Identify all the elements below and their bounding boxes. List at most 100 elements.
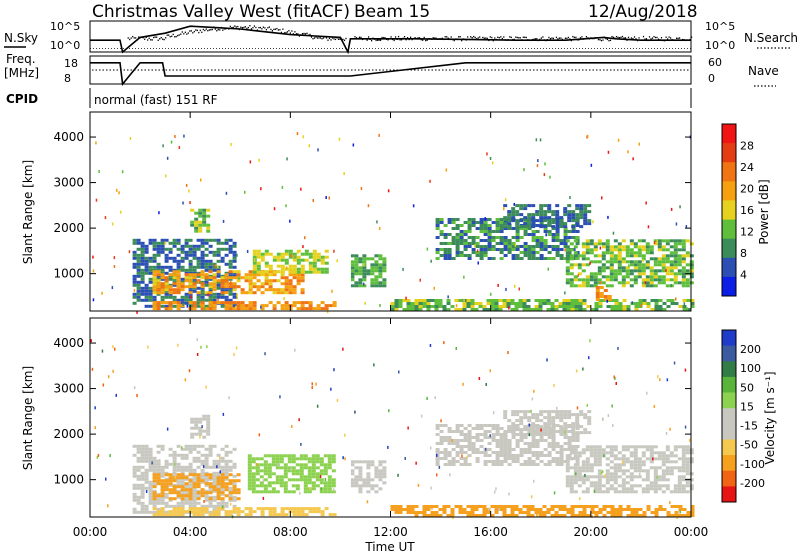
heatmap-cell <box>537 211 539 215</box>
heatmap-cell <box>627 150 629 154</box>
heatmap-cell <box>236 479 241 483</box>
velocity-colorbar-tick-label: -50 <box>740 439 758 452</box>
heatmap-cell <box>164 282 169 286</box>
heatmap-cell <box>283 484 288 488</box>
heatmap-cell <box>190 435 195 439</box>
heatmap-cell <box>220 479 225 483</box>
heatmap-cell <box>204 447 209 451</box>
heatmap-cell <box>435 227 440 230</box>
heatmap-cell <box>366 475 371 479</box>
heatmap-cell <box>523 245 528 248</box>
heatmap-cell <box>275 478 280 482</box>
heatmap-cell <box>168 491 173 495</box>
nsky-point <box>434 37 436 39</box>
heatmap-cell <box>180 250 185 254</box>
nsky-point <box>594 37 596 39</box>
heatmap-cell <box>535 419 540 423</box>
heatmap-cell <box>579 225 584 229</box>
heatmap-cell <box>332 301 337 305</box>
nsky-point <box>165 37 167 39</box>
heatmap-cell <box>511 216 516 220</box>
heatmap-cell <box>479 224 484 227</box>
nsky-point <box>656 36 658 39</box>
heatmap-cell <box>202 417 207 421</box>
heatmap-cell <box>531 257 536 260</box>
heatmap-cell <box>446 505 451 508</box>
heatmap-cell <box>593 284 598 288</box>
heatmap-cell <box>216 462 221 466</box>
nsky-point <box>465 39 467 41</box>
heatmap-cell <box>653 404 656 408</box>
heatmap-cell <box>495 230 500 233</box>
heatmap-cell <box>284 282 289 286</box>
heatmap-cell <box>625 281 630 285</box>
nsky-point <box>512 38 514 41</box>
heatmap-cell <box>507 216 512 220</box>
heatmap-cell <box>681 245 686 249</box>
heatmap-cell <box>344 433 346 437</box>
heatmap-cell <box>280 258 285 262</box>
heatmap-cell <box>551 218 556 221</box>
heatmap-cell <box>220 241 225 245</box>
heatmap-cell <box>410 511 415 514</box>
heatmap-cell <box>152 510 157 514</box>
heatmap-cell <box>573 275 578 279</box>
heatmap-cell <box>503 445 508 448</box>
heatmap-cell <box>597 463 602 467</box>
heatmap-cell <box>232 510 237 514</box>
heatmap-cell <box>160 291 165 295</box>
heatmap-cell <box>463 221 468 224</box>
heatmap-cell <box>136 292 141 296</box>
heatmap-cell <box>566 299 571 302</box>
heatmap-cell <box>283 466 288 470</box>
heatmap-cell <box>188 247 193 251</box>
heatmap-cell <box>586 403 588 407</box>
heatmap-cell <box>435 424 440 427</box>
heatmap-cell <box>531 433 536 436</box>
heatmap-cell <box>625 251 630 255</box>
nsky-point <box>365 38 367 40</box>
heatmap-cell <box>637 239 642 243</box>
heatmap-cell <box>613 457 618 461</box>
heatmap-cell <box>140 250 145 254</box>
heatmap-cell <box>311 487 316 491</box>
heatmap-cell <box>192 456 197 460</box>
heatmap-cell <box>606 505 611 508</box>
heatmap-cell <box>497 283 499 287</box>
heatmap-cell <box>650 299 655 302</box>
heatmap-cell <box>419 278 421 282</box>
heatmap-cell <box>447 463 452 466</box>
heatmap-cell <box>562 308 567 311</box>
heatmap-cell <box>132 492 137 496</box>
heatmap-cell <box>296 270 301 274</box>
heatmap-cell <box>567 436 572 439</box>
heatmap-cell <box>228 285 233 289</box>
heatmap-cell <box>300 264 305 268</box>
heatmap-cell <box>236 304 241 308</box>
heatmap-cell <box>312 264 317 268</box>
heatmap-cell <box>95 141 97 145</box>
heatmap-cell <box>435 457 440 460</box>
heatmap-cell <box>251 466 256 470</box>
heatmap-cell <box>458 299 463 302</box>
nsky-point <box>390 36 392 38</box>
heatmap-cell <box>661 239 666 243</box>
heatmap-cell <box>447 251 452 254</box>
heatmap-cell <box>160 277 165 281</box>
heatmap-cell <box>160 304 165 308</box>
heatmap-cell <box>649 487 654 491</box>
heatmap-cell <box>617 260 622 264</box>
heatmap-cell <box>140 507 145 511</box>
heatmap-cell <box>224 238 229 242</box>
heatmap-cell <box>543 219 548 223</box>
heatmap-cell <box>268 252 273 256</box>
heatmap-cell <box>443 233 448 236</box>
heatmap-cell <box>471 451 476 454</box>
heatmap-cell <box>247 487 252 491</box>
heatmap-cell <box>188 259 193 263</box>
heatmap-cell <box>447 233 452 236</box>
heatmap-cell <box>593 454 598 458</box>
heatmap-cell <box>526 511 531 514</box>
heatmap-cell <box>374 469 379 473</box>
heatmap-cell <box>251 460 256 464</box>
